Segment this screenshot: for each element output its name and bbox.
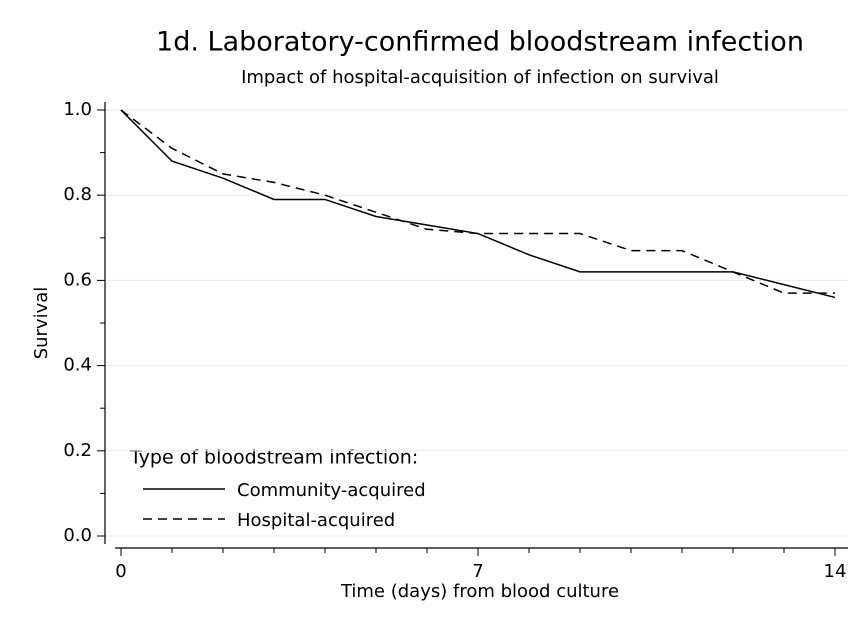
- y-tick-label: 0.0: [63, 525, 92, 546]
- x-tick-label: 0: [115, 561, 126, 582]
- chart-subtitle: Impact of hospital-acquisition of infect…: [241, 67, 719, 88]
- series-line: [120, 109, 835, 294]
- y-tick-label: 0.2: [63, 440, 92, 461]
- y-tick-label: 0.6: [63, 269, 92, 290]
- y-tick-label: 0.4: [63, 355, 92, 376]
- legend-label: Hospital-acquired: [237, 510, 395, 531]
- x-axis-title: Time (days) from blood culture: [340, 581, 619, 602]
- legend-title: Type of bloodstream infection:: [129, 447, 418, 469]
- y-tick-label: 0.8: [63, 184, 92, 205]
- x-tick-label: 14: [824, 561, 847, 582]
- y-tick-label: 1.0: [63, 99, 92, 120]
- x-tick-label: 7: [472, 561, 483, 582]
- legend-label: Community-acquired: [237, 480, 426, 501]
- y-axis-title: Survival: [31, 287, 52, 360]
- chart-title: 1d. Laboratory-confirmed bloodstream inf…: [156, 27, 804, 58]
